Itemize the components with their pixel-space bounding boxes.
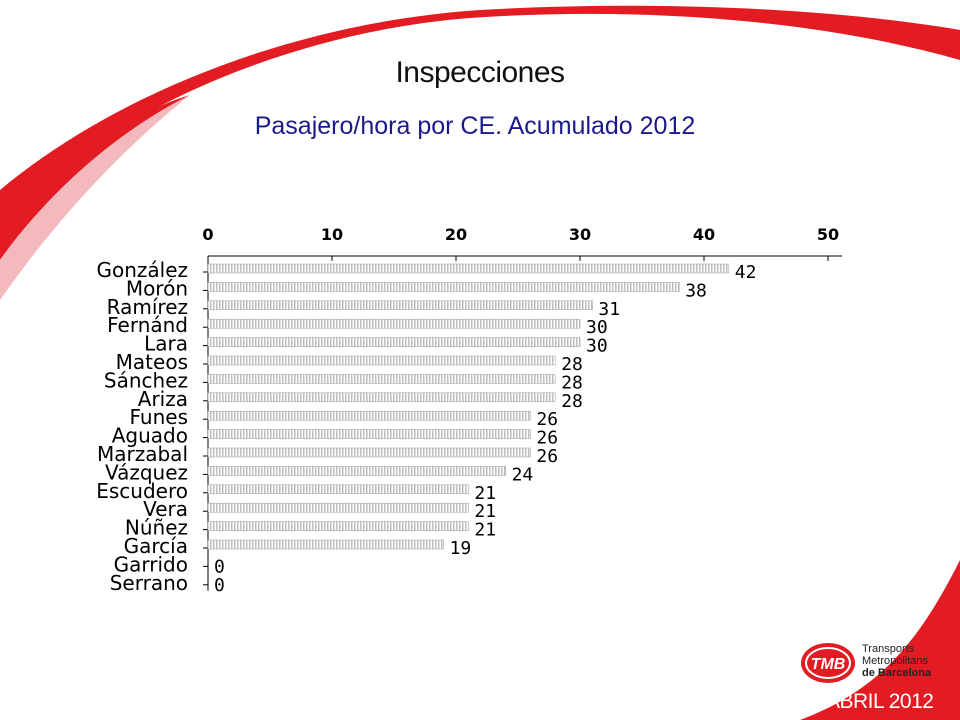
bar <box>207 484 469 495</box>
bar <box>207 355 556 366</box>
category-label: Escudero <box>96 479 188 503</box>
x-tick-label: 20 <box>445 225 467 244</box>
category-label: Ramírez <box>107 295 188 319</box>
data-label: 28 <box>561 354 583 375</box>
page-subtitle: Pasajero/hora por CE. Acumulado 2012 <box>254 112 696 140</box>
data-label: 19 <box>450 538 472 559</box>
tmb-logo: TMB Transports Metropolitans de Barcelon… <box>800 640 950 690</box>
tmb-logo-text: TMB <box>811 656 846 673</box>
category-label: Mateos <box>116 350 188 374</box>
tmb-logo-mark: TMB <box>801 643 855 683</box>
bar <box>207 410 531 421</box>
data-label: 24 <box>512 464 534 485</box>
category-label: Vera <box>143 497 188 521</box>
data-label: 26 <box>536 409 558 430</box>
data-label: 0 <box>214 575 225 596</box>
category-label: Ariza <box>138 387 188 411</box>
data-label: 42 <box>735 262 757 283</box>
data-label: 21 <box>474 501 496 522</box>
x-tick-label: 50 <box>817 225 839 244</box>
data-label: 28 <box>561 391 583 412</box>
page-title: Inspecciones <box>395 56 565 89</box>
data-label: 21 <box>474 520 496 541</box>
bar <box>207 263 730 274</box>
data-label: 21 <box>474 483 496 504</box>
bar <box>207 502 469 513</box>
x-tick-label: 10 <box>321 225 343 244</box>
category-label: Morón <box>126 276 188 300</box>
category-label: Vázquez <box>105 460 188 484</box>
x-tick-label: 0 <box>202 225 213 244</box>
bar <box>207 337 581 347</box>
data-label: 28 <box>561 372 583 393</box>
category-label: Serrano <box>110 571 188 595</box>
data-label: 26 <box>536 446 558 467</box>
tmb-logo-wordmark: Transports Metropolitans de Barcelona <box>862 643 931 679</box>
bar <box>207 466 506 476</box>
logo-line-2: Metropolitans <box>862 655 929 667</box>
bar <box>207 318 581 329</box>
category-label: Aguado <box>112 424 188 448</box>
data-label: 26 <box>536 428 558 449</box>
data-label: 31 <box>598 299 620 320</box>
bar <box>207 447 531 458</box>
data-label: 0 <box>214 556 225 577</box>
logo-line-3: de Barcelona <box>862 667 932 679</box>
bar <box>207 392 556 403</box>
bar <box>207 374 556 384</box>
footer-date: ABRIL 2012 <box>826 690 934 713</box>
x-tick-label: 30 <box>569 225 591 244</box>
data-label: 30 <box>586 317 608 338</box>
bar <box>207 282 680 292</box>
category-label: Garrido <box>114 552 188 576</box>
bar <box>207 300 593 311</box>
category-label: Núñez <box>125 516 188 540</box>
category-label: Funes <box>130 405 189 429</box>
category-label: García <box>124 534 188 558</box>
category-label: Fernánd <box>107 313 188 337</box>
bar <box>207 429 531 439</box>
bar <box>207 521 469 531</box>
category-label: Sánchez <box>104 368 188 392</box>
data-label: 30 <box>586 336 608 357</box>
bar <box>207 539 444 550</box>
red-swoosh-bottom <box>800 560 960 720</box>
logo-line-1: Transports <box>862 643 915 655</box>
category-label: Marzabal <box>97 442 188 466</box>
x-tick-label: 40 <box>693 225 715 244</box>
category-label: Lara <box>144 332 188 356</box>
category-label: González <box>96 258 188 282</box>
white-cutout-top <box>0 0 960 190</box>
data-label: 38 <box>685 280 707 301</box>
